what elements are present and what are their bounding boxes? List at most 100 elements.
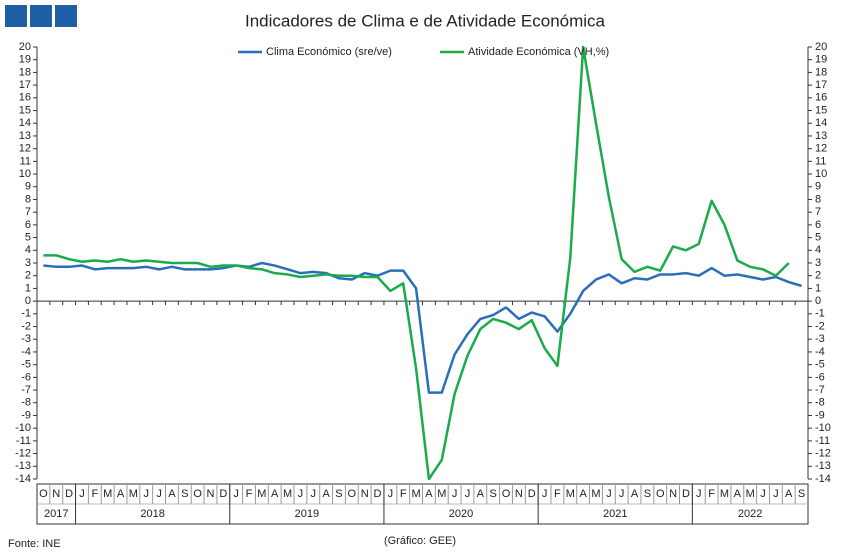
- x-tick-label: S: [798, 488, 805, 500]
- x-tick-label: F: [554, 488, 561, 500]
- y-tick-label: -10: [15, 422, 31, 434]
- x-tick-label: M: [720, 488, 729, 500]
- y-tick-label: -7: [21, 384, 31, 396]
- y-tick-label: -11: [16, 435, 31, 447]
- y2-tick-label: -2: [815, 320, 825, 332]
- x-tick-label: F: [246, 488, 253, 500]
- x-tick-label: A: [117, 488, 125, 500]
- credit: (Gráfico: GEE): [384, 535, 456, 547]
- y-tick-label: 16: [19, 92, 31, 104]
- series-line: [43, 261, 802, 394]
- x-group-label: 2019: [295, 508, 319, 520]
- x-tick-label: J: [311, 488, 317, 500]
- x-group-label: 2022: [738, 508, 762, 520]
- y-tick-label: -5: [21, 359, 31, 371]
- y-tick-label: 7: [25, 206, 31, 218]
- x-tick-label: F: [91, 488, 98, 500]
- x-tick-label: J: [760, 488, 766, 500]
- y-tick-label: 9: [25, 181, 31, 193]
- x-tick-label: O: [348, 488, 357, 500]
- x-tick-label: M: [283, 488, 292, 500]
- y2-tick-label: -6: [815, 371, 825, 383]
- x-tick-label: M: [103, 488, 112, 500]
- x-tick-label: O: [39, 488, 48, 500]
- y2-tick-label: 0: [815, 295, 821, 307]
- y2-tick-label: 5: [815, 231, 821, 243]
- y-tick-label: 13: [19, 130, 31, 142]
- x-tick-label: J: [452, 488, 458, 500]
- y2-tick-label: 18: [815, 66, 827, 78]
- y2-tick-label: 13: [815, 130, 827, 142]
- y2-tick-label: -8: [815, 397, 825, 409]
- x-tick-label: J: [143, 488, 149, 500]
- x-tick-label: N: [361, 488, 369, 500]
- x-tick-label: J: [233, 488, 239, 500]
- y-tick-label: -6: [21, 371, 31, 383]
- x-tick-label: S: [644, 488, 651, 500]
- y2-tick-label: -13: [815, 460, 831, 472]
- x-tick-label: S: [335, 488, 342, 500]
- x-tick-label: D: [374, 488, 382, 500]
- y2-tick-label: 8: [815, 193, 821, 205]
- x-tick-label: M: [566, 488, 575, 500]
- y2-tick-label: -11: [815, 435, 830, 447]
- source: Fonte: INE: [8, 538, 61, 550]
- x-tick-label: M: [257, 488, 266, 500]
- y-tick-label: 19: [19, 54, 31, 66]
- y-tick-label: 5: [25, 231, 31, 243]
- x-tick-label: J: [465, 488, 471, 500]
- x-tick-label: S: [181, 488, 188, 500]
- y-tick-label: -9: [21, 409, 31, 421]
- x-tick-label: S: [490, 488, 497, 500]
- y2-tick-label: 4: [815, 244, 821, 256]
- y2-tick-label: -12: [815, 447, 831, 459]
- x-tick-label: J: [388, 488, 394, 500]
- x-tick-label: O: [656, 488, 665, 500]
- x-tick-label: A: [271, 488, 279, 500]
- logo-square: [55, 5, 77, 27]
- x-tick-label: O: [193, 488, 202, 500]
- y2-tick-label: 1: [815, 282, 821, 294]
- y2-tick-label: 2: [815, 270, 821, 282]
- x-tick-label: F: [400, 488, 407, 500]
- series-line: [43, 45, 790, 481]
- x-tick-label: O: [502, 488, 511, 500]
- x-tick-label: A: [322, 488, 330, 500]
- y-tick-label: 20: [19, 41, 31, 53]
- x-tick-label: J: [156, 488, 162, 500]
- y-tick-label: -8: [21, 397, 31, 409]
- logo-square: [5, 5, 27, 27]
- x-tick-label: J: [696, 488, 702, 500]
- y-tick-label: 11: [20, 155, 31, 167]
- y2-tick-label: 14: [815, 117, 827, 129]
- y-tick-label: 2: [25, 270, 31, 282]
- y2-tick-label: -5: [815, 359, 825, 371]
- y-tick-label: 6: [25, 219, 31, 231]
- x-tick-label: N: [206, 488, 214, 500]
- y2-tick-label: 9: [815, 181, 821, 193]
- y2-tick-label: 15: [815, 104, 827, 116]
- x-group-label: 2020: [449, 508, 473, 520]
- y-tick-label: 0: [25, 295, 31, 307]
- x-tick-label: A: [785, 488, 793, 500]
- y-tick-label: 17: [19, 79, 31, 91]
- y2-tick-label: 16: [815, 92, 827, 104]
- x-tick-label: A: [631, 488, 639, 500]
- x-group-label: 2021: [603, 508, 627, 520]
- x-group-label: 2018: [140, 508, 164, 520]
- x-tick-label: N: [52, 488, 60, 500]
- y2-tick-label: 20: [815, 41, 827, 53]
- x-tick-label: J: [542, 488, 548, 500]
- y2-tick-label: 7: [815, 206, 821, 218]
- x-tick-label: M: [129, 488, 138, 500]
- y-tick-label: 14: [19, 117, 31, 129]
- x-tick-label: A: [168, 488, 176, 500]
- x-tick-label: F: [708, 488, 715, 500]
- x-tick-label: N: [669, 488, 677, 500]
- y-tick-label: -14: [15, 473, 31, 485]
- y-tick-label: -4: [21, 346, 31, 358]
- x-tick-label: M: [411, 488, 420, 500]
- x-tick-label: A: [734, 488, 742, 500]
- y-tick-label: 1: [25, 282, 31, 294]
- y2-tick-label: -10: [815, 422, 831, 434]
